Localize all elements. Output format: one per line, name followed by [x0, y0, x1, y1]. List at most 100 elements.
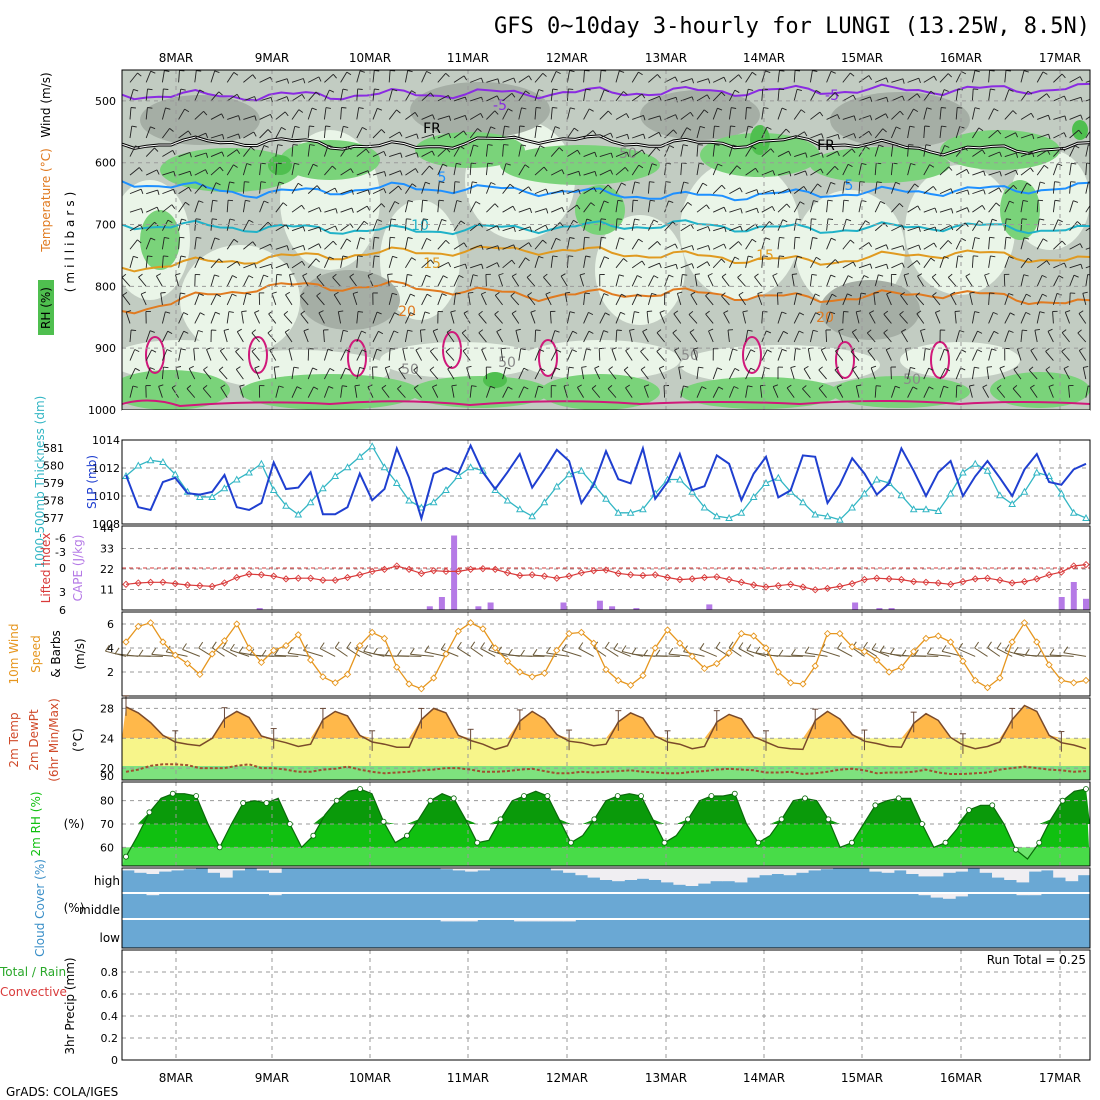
- wind-barb-feather: [721, 184, 726, 190]
- wind-barb: [486, 110, 496, 120]
- wind-barb: [421, 114, 433, 120]
- wind-barb: [1034, 330, 1038, 343]
- wind10m-point: [233, 620, 241, 628]
- wind-barb-feather: [302, 245, 306, 251]
- wind-barb: [923, 367, 930, 380]
- wind-barb-feather: [432, 384, 438, 388]
- dew-series-line: [125, 763, 1087, 776]
- wind-barb: [599, 218, 602, 231]
- surface-wind-barb-feather: [578, 642, 584, 649]
- wind-barb-feather: [747, 255, 754, 258]
- wind-barb-feather: [573, 219, 578, 224]
- surface-wind-barb: [1049, 654, 1074, 657]
- wind-barb: [594, 368, 601, 380]
- wind-barb-feather: [659, 263, 662, 269]
- lifted-index-point: [688, 575, 696, 583]
- wind-barb-feather: [1088, 385, 1090, 387]
- wind-barb-feather: [588, 330, 594, 334]
- wind-barb-feather: [831, 237, 836, 241]
- wind-barb-feather: [149, 330, 155, 333]
- wind10m-point: [971, 676, 979, 685]
- wind-barb-feather: [490, 182, 496, 185]
- wind-barb: [581, 367, 585, 380]
- lifted-index-point: [786, 580, 795, 588]
- wind-barb-feather: [950, 291, 956, 295]
- wind-barb-feather: [318, 310, 324, 314]
- surface-wind-barb: [274, 654, 299, 657]
- wind-barb-feather: [617, 199, 623, 202]
- wind-barb: [210, 274, 215, 287]
- wind-barb-feather: [237, 328, 242, 333]
- rh2m-series-line: [125, 788, 1087, 860]
- wind-barb-feather: [736, 165, 741, 170]
- wind-barb: [631, 181, 636, 194]
- wind-barb-feather: [411, 90, 417, 94]
- rh-dry-pocket: [680, 345, 880, 385]
- wind-barb-feather: [1039, 311, 1045, 314]
- thickness-point: [1069, 508, 1078, 516]
- wind-barb: [129, 208, 142, 213]
- wind10m-point: [1057, 676, 1066, 685]
- wind-barb: [757, 293, 763, 306]
- wind-barb: [1053, 95, 1065, 102]
- wind-barb-feather: [173, 189, 176, 195]
- thickness-point: [983, 466, 992, 474]
- surface-wind-barb: [805, 652, 828, 657]
- wind-barb: [693, 348, 698, 361]
- wind-barb: [210, 151, 223, 157]
- surface-wind-barb: [287, 652, 311, 657]
- wind-barb: [404, 200, 409, 213]
- surface-wind-barb: [212, 647, 225, 657]
- cloud-bar: [1016, 894, 1030, 896]
- wind-barb: [891, 95, 903, 102]
- pressure-tick: 900: [95, 342, 116, 355]
- wind-barb: [356, 189, 369, 195]
- wind-barb-feather: [786, 203, 791, 208]
- wind-barb-feather: [318, 243, 322, 249]
- wind-barb: [388, 89, 393, 102]
- wind-barb-feather: [974, 237, 980, 240]
- wind-barb-feather: [236, 94, 241, 99]
- wind-barb: [745, 72, 753, 83]
- thickness-point: [909, 505, 918, 513]
- wind-barb: [972, 220, 980, 231]
- wind-barb: [372, 255, 375, 268]
- wind-barb: [777, 255, 780, 268]
- wind10m-point: [737, 629, 746, 638]
- wind-barb: [923, 242, 935, 250]
- wind-barb: [470, 244, 482, 250]
- wind-barb-feather: [334, 225, 338, 231]
- wind-barb-feather: [603, 293, 609, 296]
- wind-barb-feather: [800, 109, 806, 114]
- wind-barb-feather: [309, 125, 315, 128]
- wind-barb: [842, 164, 849, 176]
- wind-barb: [340, 330, 344, 343]
- thickness-point: [282, 501, 290, 509]
- cloud-bar: [122, 868, 135, 871]
- wind-barb-feather: [284, 111, 289, 117]
- wind10m-line: [122, 619, 1090, 693]
- wind-barb: [235, 351, 244, 361]
- wind-barb-feather: [140, 189, 144, 195]
- wind-barb-feather: [674, 347, 680, 351]
- wind-barb-feather: [763, 107, 769, 109]
- wind-barb: [323, 145, 329, 157]
- moisture-contour: [835, 341, 855, 379]
- wind-barb-feather: [394, 312, 400, 316]
- wind-barb: [243, 131, 255, 139]
- ylabel-wind10m-a: 10m Wind: [7, 624, 21, 685]
- wind-barb: [745, 146, 753, 157]
- wind-barb: [583, 331, 590, 343]
- wind-barb-feather: [349, 273, 355, 278]
- wind-barb: [745, 330, 749, 343]
- wind-barb: [583, 187, 595, 195]
- wind-barb: [534, 73, 544, 83]
- wind-barb: [745, 368, 752, 380]
- wind10m-point: [417, 685, 426, 693]
- wind-barb-feather: [603, 330, 609, 333]
- wind-barb: [1003, 274, 1006, 287]
- wind-barb-feather: [512, 205, 516, 211]
- cloud-bar: [514, 920, 527, 922]
- wind-barb: [728, 386, 735, 398]
